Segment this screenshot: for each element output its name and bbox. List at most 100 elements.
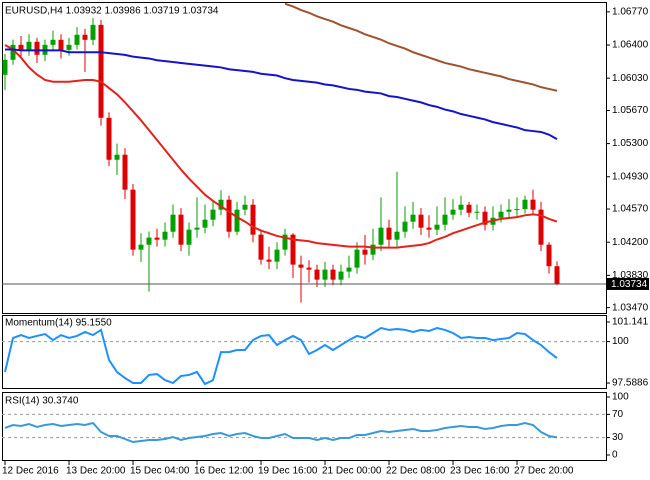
candle-body (58, 39, 64, 50)
candle-body (242, 204, 248, 210)
candle-body (210, 209, 216, 220)
candle-body (330, 269, 336, 280)
x-tick-label: 16 Dec 12:00 (194, 466, 254, 477)
candle-body (346, 267, 352, 272)
candle-body (90, 24, 96, 40)
moving-average (5, 48, 558, 141)
candle-body (114, 154, 120, 160)
candle-body (146, 237, 152, 245)
panel-title: RSI(14) 30.3740 (5, 396, 79, 407)
y-tick-label: 0 (612, 450, 618, 461)
last-price-box (607, 277, 649, 290)
candle-body (426, 227, 432, 230)
candle-body (546, 244, 552, 267)
candle-body (226, 199, 232, 232)
panel-title: EURUSD,H4 1.03932 1.03986 1.03719 1.0373… (5, 6, 219, 17)
candle-body (258, 234, 264, 260)
candle-body (394, 231, 400, 240)
candle-body (418, 214, 424, 228)
candle-body (410, 214, 416, 222)
candle-body (554, 266, 560, 284)
candle-body (98, 24, 104, 118)
x-tick-label: 27 Dec 20:00 (514, 466, 574, 477)
candle-body (530, 199, 536, 210)
y-tick-label: 97.5886 (612, 378, 649, 389)
candle-body (26, 41, 32, 50)
candle-body (522, 199, 528, 210)
y-tick-label: 1.06400 (612, 40, 649, 51)
panel-plot (2, 2, 560, 303)
candle-body (362, 249, 368, 255)
moving-average (284, 2, 558, 92)
candle-body (474, 211, 480, 213)
candle-body (250, 204, 256, 235)
x-tick-label: 21 Dec 00:00 (322, 466, 382, 477)
candle-body (154, 237, 160, 240)
candle-body (82, 34, 88, 40)
candle-body (50, 39, 56, 45)
candle-body (514, 209, 520, 211)
candle-body (306, 267, 312, 270)
x-tick-label: 13 Dec 20:00 (66, 466, 126, 477)
candle-body (202, 219, 208, 228)
y-tick-label: 1.05670 (612, 105, 649, 116)
momentum-panel-frame (2, 315, 607, 389)
candle-body (122, 154, 128, 190)
candle-body (274, 249, 280, 262)
y-tick-label: 101.141 (612, 317, 649, 328)
x-tick-label: 22 Dec 08:00 (386, 466, 446, 477)
y-tick-label: 1.06030 (612, 73, 649, 84)
candle-body (538, 209, 544, 245)
candle-body (66, 44, 72, 50)
candle-body (378, 227, 384, 245)
candle-body (370, 244, 376, 255)
x-tick-label: 19 Dec 16:00 (258, 466, 318, 477)
panel-plot (4, 421, 558, 444)
y-tick-label: 1.06770 (612, 6, 649, 17)
y-tick-label: 1.04570 (612, 204, 649, 215)
candle-body (106, 117, 112, 160)
candle-body (170, 214, 176, 232)
panel-plot (4, 326, 558, 386)
candle-body (506, 209, 512, 212)
candle-body (138, 244, 144, 250)
candle-body (458, 204, 464, 210)
candle-body (314, 269, 320, 280)
y-tick-label: 30 (612, 432, 624, 443)
candle-body (234, 209, 240, 232)
candle-body (34, 41, 40, 55)
indicator-line (4, 326, 558, 386)
y-tick-label: 1.04200 (612, 237, 649, 248)
indicator-line (4, 421, 558, 444)
candle-body (186, 229, 192, 245)
y-tick-label: 1.03470 (612, 302, 649, 313)
y-tick-label: 1.04930 (612, 171, 649, 182)
candle-body (178, 214, 184, 245)
candle-body (290, 234, 296, 265)
moving-average (4, 44, 558, 249)
candle-body (130, 189, 136, 250)
candle-body (338, 271, 344, 280)
candle-body (298, 264, 304, 268)
candle-body (282, 234, 288, 250)
x-tick-label: 12 Dec 2016 (2, 466, 59, 477)
candle-body (434, 224, 440, 230)
rsi-panel-frame (2, 392, 607, 461)
candle-body (322, 269, 328, 280)
y-tick-label: 1.03830 (612, 270, 649, 281)
y-tick-label: 100 (612, 392, 629, 403)
last-price-label: 1.03734 (611, 279, 648, 290)
y-tick-label: 100 (612, 336, 629, 347)
candle-body (2, 59, 8, 75)
candle-body (450, 209, 456, 215)
candle-body (266, 259, 272, 262)
candle-body (442, 214, 448, 225)
y-tick-label: 1.05300 (612, 138, 649, 149)
y-tick-label: 70 (612, 409, 624, 420)
x-tick-label: 15 Dec 04:00 (130, 466, 190, 477)
candle-body (386, 227, 392, 240)
candle-body (218, 199, 224, 210)
